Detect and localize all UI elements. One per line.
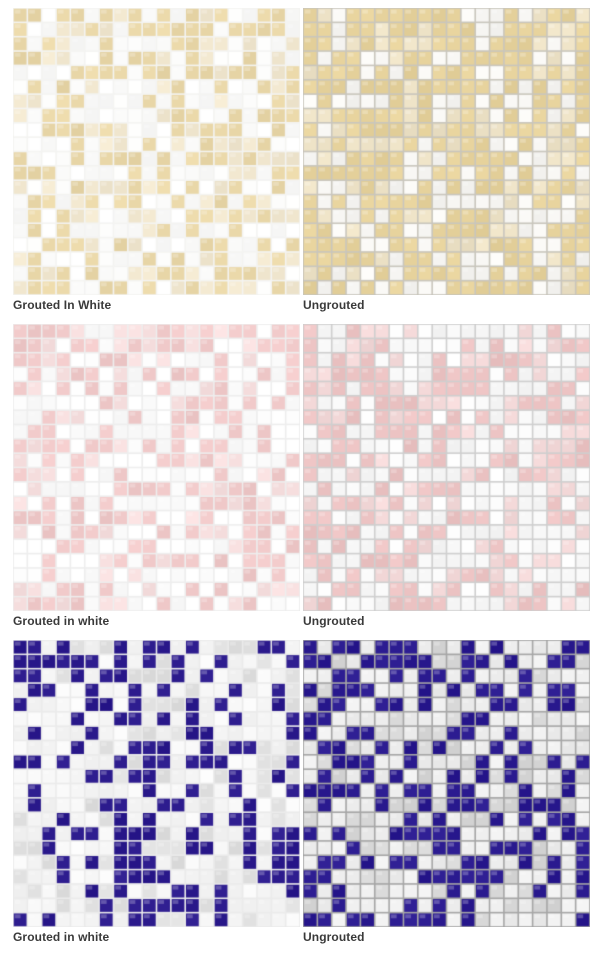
panel-caption: Ungrouted [303, 614, 365, 628]
mosaic-tile-image [303, 8, 590, 295]
panel-caption: Ungrouted [303, 930, 365, 944]
mosaic-panel-pink-ungrouted: Ungrouted [303, 324, 590, 640]
mosaic-tile-image [303, 640, 590, 927]
mosaic-panel-blue-grouted: Grouted in white [13, 640, 300, 956]
mosaic-tile-image [303, 324, 590, 611]
mosaic-panel-beige-ungrouted: Ungrouted [303, 8, 590, 324]
panel-caption: Ungrouted [303, 298, 365, 312]
mosaic-tile-image [13, 324, 300, 611]
mosaic-tile-image [13, 640, 300, 927]
mosaic-panel-pink-grouted: Grouted in white [13, 324, 300, 640]
mosaic-tile-image [13, 8, 300, 295]
mosaic-panel-blue-ungrouted: Ungrouted [303, 640, 590, 956]
mosaic-panel-beige-grouted: Grouted In White [13, 8, 300, 324]
panel-caption: Grouted in white [13, 614, 110, 628]
panel-caption: Grouted In White [13, 298, 112, 312]
panel-caption: Grouted in white [13, 930, 110, 944]
